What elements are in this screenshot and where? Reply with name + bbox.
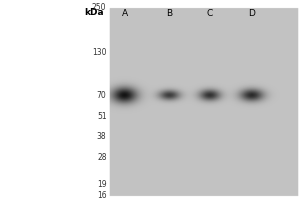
Text: 19: 19 xyxy=(97,180,106,189)
Text: 250: 250 xyxy=(92,3,106,12)
Text: D: D xyxy=(249,9,255,18)
Text: 70: 70 xyxy=(97,91,106,100)
Text: 16: 16 xyxy=(97,192,106,200)
Text: kDa: kDa xyxy=(84,8,104,17)
Text: A: A xyxy=(122,9,128,18)
Text: 130: 130 xyxy=(92,48,106,57)
Text: 28: 28 xyxy=(97,153,106,162)
Text: C: C xyxy=(207,9,213,18)
Text: 38: 38 xyxy=(97,132,106,141)
Text: 51: 51 xyxy=(97,112,106,121)
Text: B: B xyxy=(167,9,172,18)
